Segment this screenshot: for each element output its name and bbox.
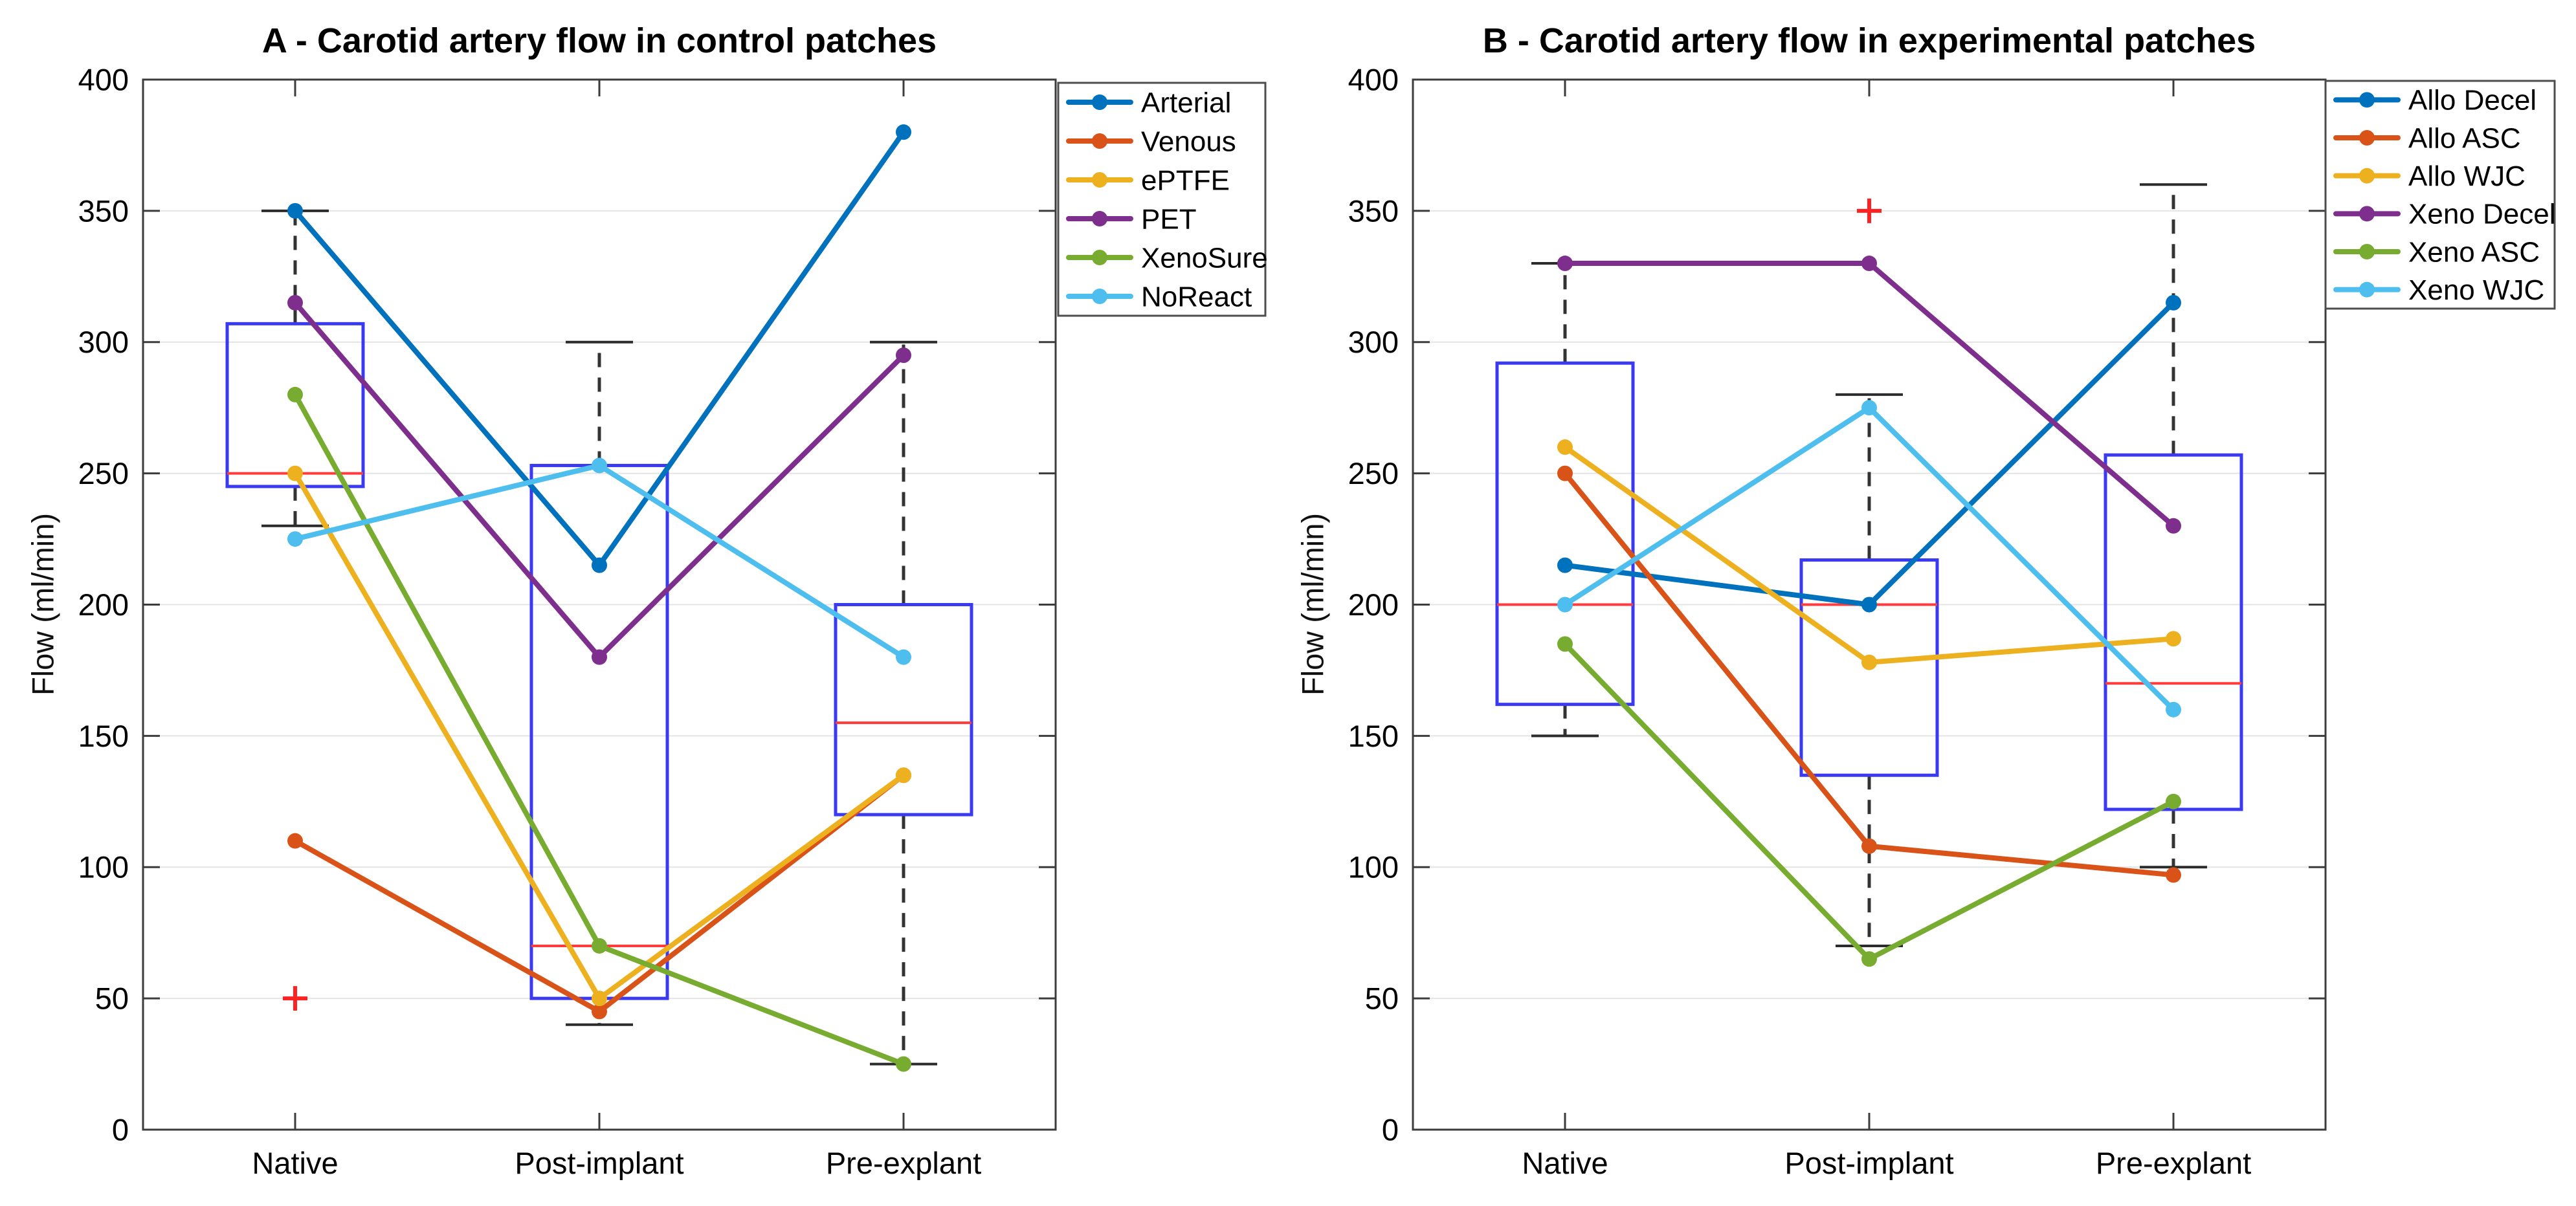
panel-b-ytick-label-100: 100 [1348,850,1399,884]
panel-a-marker-pet-post-implant [592,649,607,665]
panel-a-marker-xenosure-native [287,386,303,402]
panel-b-legend-xeno-decel-label: Xeno Decel [2408,199,2555,230]
panel-a-marker-venous-post-implant [592,1003,607,1020]
panel-b-marker-xeno-asc-native [1557,636,1573,652]
panel-b-legend-xeno-wjc-sample-marker [2359,281,2375,298]
panel-b-marker-allo-wjc-pre-explant [2166,631,2181,647]
panel-b-y-axis-label: Flow (ml/min) [1295,513,1330,696]
panel-b-marker-xeno-wjc-native [1557,597,1573,613]
panel-a-legend-xenosure-sample-marker [1092,250,1107,265]
panel-a-marker-xenosure-post-implant [592,937,607,954]
panel-a-legend-xenosure-label: XenoSure [1141,242,1268,274]
panel-a-ytick-label-350: 350 [78,193,129,228]
panel-a-series-line-arterial [293,129,906,568]
panel-b-xtick-label-native: Native [1522,1146,1608,1180]
panel-b-marker-allo-decel-pre-explant [2166,294,2181,311]
panel-a-marker-pet-native [287,294,303,311]
panel-b-marker-allo-asc-native [1557,465,1573,481]
panel-b-marker-xeno-asc-pre-explant [2166,793,2181,809]
panel-a-marker-noreact-pre-explant [896,649,911,665]
panel-a-box-native-iqr [225,322,365,488]
panel-a-ytick-label-0: 0 [112,1112,129,1146]
panel-b-box-post-implant-iqr [1799,558,1939,777]
panel-a-legend-box [1057,82,1267,317]
panel-b-box-pre-explant-iqr [2104,453,2243,811]
panel-b-xtick-label-post-implant: Post-implant [1784,1146,1953,1180]
panel-a-marker-arterial-post-implant [592,557,607,573]
panel-b-legend-allo-wjc-label: Allo WJC [2408,160,2526,192]
panel-b-legend-box [2324,80,2556,310]
panel-a-ytick-label-400: 400 [78,62,129,96]
panel-b-ytick-label-350: 350 [1348,193,1399,228]
panel-b-ytick-label-150: 150 [1348,719,1399,753]
panel-b-marker-allo-decel-post-implant [1861,597,1877,613]
panel-b-legend-xeno-decel-sample-marker [2359,206,2375,222]
panel-a-marker-venous-native [287,833,303,849]
panel-b-marker-xeno-decel-post-implant [1861,256,1877,272]
panel-a-legend-pet-label: PET [1141,203,1197,235]
panel-a-series-line-xenosure [293,391,906,1067]
panel-a-legend-eptfe-sample-marker [1092,172,1107,188]
panel-a-legend-pet-sample-marker [1092,211,1107,226]
panel-b-xtick-label-pre-explant: Pre-explant [2096,1146,2251,1180]
panel-b-legend-xeno-asc-label: Xeno ASC [2408,236,2540,268]
panel-a-marker-eptfe-pre-explant [896,767,911,784]
panel-a-legend-venous-label: Venous [1141,126,1236,157]
panel-a-y-axis-label: Flow (ml/min) [25,513,60,696]
panel-b-ytick-label-0: 0 [1382,1112,1399,1146]
panel-a-marker-eptfe-post-implant [592,991,607,1007]
panel-a-box-pre-explant-iqr [834,603,973,817]
panel-a-marker-noreact-native [287,531,303,547]
panel-b-legend-allo-asc-label: Allo ASC [2408,122,2521,154]
panel-b-legend-allo-decel-sample-marker [2359,92,2375,108]
panel-b-ytick-label-250: 250 [1348,456,1399,490]
panel-b-legend-allo-asc-sample-marker [2359,130,2375,146]
panel-b-marker-xeno-decel-pre-explant [2166,518,2181,534]
panel-a-ytick-label-150: 150 [78,719,129,753]
panel-a-marker-xenosure-pre-explant [896,1056,911,1072]
panel-b-marker-allo-wjc-native [1557,439,1573,455]
panel-b-ytick-label-50: 50 [1365,981,1399,1016]
panel-a-series-line-venous [293,773,906,1014]
panel-a-legend-eptfe-label: ePTFE [1141,164,1230,196]
panel-a-legend-noreact-label: NoReact [1141,281,1252,312]
panel-b-marker-xeno-wjc-pre-explant [2166,701,2181,718]
panel-a-legend-arterial-label: Arterial [1141,87,1231,118]
panel-a-legend-arterial-sample-marker [1092,94,1107,110]
panel-b-marker-allo-asc-pre-explant [2166,867,2181,883]
panel-a-xtick-label-post-implant: Post-implant [515,1146,683,1180]
panel-b-marker-xeno-asc-post-implant [1861,951,1877,967]
panel-b-marker-allo-wjc-post-implant [1861,654,1877,670]
panel-a-marker-arterial-pre-explant [896,124,911,140]
panel-b-ytick-label-200: 200 [1348,587,1399,622]
panel-a-ytick-label-300: 300 [78,325,129,359]
panel-b-legend-xeno-wjc-label: Xeno WJC [2408,274,2544,306]
panel-a-marker-eptfe-native [287,465,303,481]
panel-b-marker-xeno-wjc-post-implant [1861,400,1877,416]
panel-a-ytick-label-50: 50 [95,981,129,1016]
panel-b-marker-allo-decel-native [1557,557,1573,573]
panel-a-title: A - Carotid artery flow in control patch… [261,21,937,60]
panel-b-legend-allo-wjc-sample-marker [2359,168,2375,184]
panel-a-legend-venous-sample-marker [1092,133,1107,149]
panel-a-marker-noreact-post-implant [592,457,607,474]
panel-b-legend-allo-decel-label: Allo Decel [2408,85,2537,116]
panel-b-title: B - Carotid artery flow in experimental … [1482,21,2256,60]
panel-a-xtick-label-native: Native [252,1146,338,1180]
panel-a-xtick-label-pre-explant: Pre-explant [826,1146,981,1180]
panel-b-legend-xeno-asc-sample-marker [2359,244,2375,259]
panel-b-marker-xeno-decel-native [1557,256,1573,272]
panel-a-legend-noreact-sample-marker [1092,289,1107,304]
panel-b-marker-allo-asc-post-implant [1861,838,1877,854]
panel-a-ytick-label-100: 100 [78,850,129,884]
panel-b-box-native-iqr [1495,361,1635,707]
panel-a-marker-pet-pre-explant [896,347,911,364]
panel-a-ytick-label-200: 200 [78,587,129,622]
panel-b-ytick-label-300: 300 [1348,325,1399,359]
panel-b-ytick-label-400: 400 [1348,62,1399,96]
panel-a-marker-arterial-native [287,203,303,219]
panel-a-ytick-label-250: 250 [78,456,129,490]
